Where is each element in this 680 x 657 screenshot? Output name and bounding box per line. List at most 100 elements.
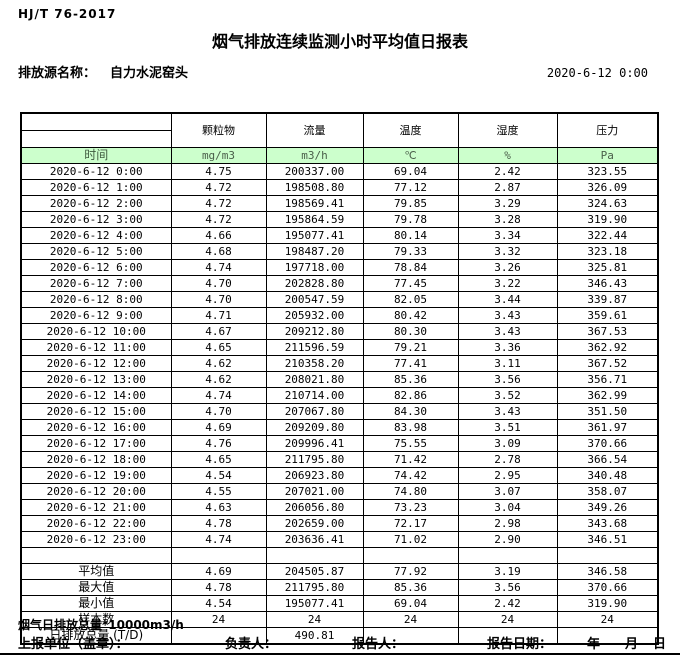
value-cell: 3.29	[457, 195, 558, 212]
value-cell: 197718.00	[265, 259, 364, 276]
value-cell: 4.71	[170, 307, 267, 324]
value-cell: 77.92	[362, 563, 459, 580]
bottom-rule	[0, 653, 680, 655]
value-cell: 210358.20	[265, 355, 364, 372]
value-cell: 24	[170, 611, 267, 628]
value-cell: 24	[457, 611, 558, 628]
summary-row: 平均值 4.69 204505.87 77.92 3.19 346.58	[20, 563, 659, 580]
table-row: 2020-6-12 23:00 4.74 203636.41 71.02 2.90 346…	[20, 531, 659, 548]
value-cell: 4.65	[170, 339, 267, 356]
value-cell: 78.84	[362, 259, 459, 276]
hourly-report-table: 颗粒物 流量 温度 湿度 压力 时间 mg/m3 m3/h ℃ % Pa 202…	[20, 112, 659, 645]
value-cell: 4.74	[170, 531, 267, 548]
table-row: 2020-6-12 13:00 4.62 208021.80 85.36 3.56 356…	[20, 371, 659, 388]
header-row-units: 时间 mg/m3 m3/h ℃ % Pa	[20, 147, 659, 164]
row-label-cell: 2020-6-12 17:00	[20, 435, 172, 452]
row-label-cell: 2020-6-12 23:00	[20, 531, 172, 548]
value-cell: 323.55	[556, 163, 659, 180]
value-cell: 84.30	[362, 403, 459, 420]
table-row: 2020-6-12 22:00 4.78 202659.00 72.17 2.98 343…	[20, 515, 659, 532]
value-cell: 210714.00	[265, 387, 364, 404]
value-cell: 4.65	[170, 451, 267, 468]
value-cell: 366.54	[556, 451, 659, 468]
value-cell: 2.78	[457, 451, 558, 468]
unit-flow: m3/h	[265, 147, 364, 164]
value-cell: 3.44	[457, 291, 558, 308]
row-label-cell: 2020-6-12 22:00	[20, 515, 172, 532]
summary-row: 最大值 4.78 211795.80 85.36 3.56 370.66	[20, 579, 659, 596]
value-cell: 204505.87	[265, 563, 364, 580]
value-cell: 211795.80	[265, 451, 364, 468]
value-cell: 4.63	[170, 499, 267, 516]
table-row: 2020-6-12 1:00 4.72 198508.80 77.12 2.87 326.…	[20, 179, 659, 196]
row-label-cell: 2020-6-12 18:00	[20, 451, 172, 468]
value-cell: 80.30	[362, 323, 459, 340]
value-cell: 2.90	[457, 531, 558, 548]
value-cell: 4.69	[170, 563, 267, 580]
value-cell: 203636.41	[265, 531, 364, 548]
table-row: 2020-6-12 10:00 4.67 209212.80 80.30 3.43 367…	[20, 323, 659, 340]
row-label-cell: 样本数	[20, 611, 172, 628]
table-row: 2020-6-12 7:00 4.70 202828.80 77.45 3.22 346.…	[20, 275, 659, 292]
row-label-cell: 2020-6-12 19:00	[20, 467, 172, 484]
value-cell: 4.70	[170, 291, 267, 308]
table-row: 2020-6-12 6:00 4.74 197718.00 78.84 3.26 325.…	[20, 259, 659, 276]
value-cell: 195077.41	[265, 227, 364, 244]
value-cell	[556, 547, 659, 564]
value-cell: 362.99	[556, 387, 659, 404]
row-label-cell: 2020-6-12 5:00	[20, 243, 172, 260]
source-label: 排放源名称：	[18, 66, 97, 81]
value-cell: 349.26	[556, 499, 659, 516]
value-cell: 370.66	[556, 435, 659, 452]
row-label-cell: 2020-6-12 20:00	[20, 483, 172, 500]
source-name: 自力水泥窑头	[110, 66, 189, 81]
value-cell: 206923.80	[265, 467, 364, 484]
responsible-label: 负责人：	[225, 637, 278, 652]
value-cell: 343.68	[556, 515, 659, 532]
row-label-cell: 2020-6-12 12:00	[20, 355, 172, 372]
value-cell: 24	[556, 611, 659, 628]
value-cell: 4.70	[170, 403, 267, 420]
value-cell: 358.07	[556, 483, 659, 500]
value-cell: 361.97	[556, 419, 659, 436]
value-cell: 4.68	[170, 243, 267, 260]
reporter-label: 报告人：	[352, 637, 405, 652]
row-label-cell: 日排放总量 (T/D)	[20, 627, 172, 645]
value-cell: 359.61	[556, 307, 659, 324]
value-cell: 205932.00	[265, 307, 364, 324]
value-cell: 79.21	[362, 339, 459, 356]
value-cell: 4.69	[170, 419, 267, 436]
value-cell: 69.04	[362, 595, 459, 612]
value-cell: 3.11	[457, 355, 558, 372]
row-label-cell: 2020-6-12 0:00	[20, 163, 172, 180]
value-cell: 77.45	[362, 275, 459, 292]
value-cell: 4.62	[170, 371, 267, 388]
value-cell: 367.52	[556, 355, 659, 372]
value-cell: 340.48	[556, 467, 659, 484]
value-cell: 77.12	[362, 179, 459, 196]
table-row: 2020-6-12 17:00 4.76 209996.41 75.55 3.09 370…	[20, 435, 659, 452]
value-cell: 4.67	[170, 323, 267, 340]
value-cell: 356.71	[556, 371, 659, 388]
value-cell: 490.81	[265, 627, 364, 645]
row-label-cell: 最大值	[20, 579, 172, 596]
value-cell: 72.17	[362, 515, 459, 532]
value-cell: 75.55	[362, 435, 459, 452]
time-header: 时间	[20, 147, 172, 164]
value-cell: 4.74	[170, 387, 267, 404]
value-cell: 3.22	[457, 275, 558, 292]
value-cell: 319.90	[556, 211, 659, 228]
table-row: 2020-6-12 18:00 4.65 211795.80 71.42 2.78 366…	[20, 451, 659, 468]
value-cell: 2.42	[457, 595, 558, 612]
value-cell: 4.76	[170, 435, 267, 452]
summary-row: 最小值 4.54 195077.41 69.04 2.42 319.90	[20, 595, 659, 612]
unit-particulate: mg/m3	[170, 147, 267, 164]
time-header-spacer-bottom	[20, 130, 172, 148]
value-cell: 200547.59	[265, 291, 364, 308]
value-cell: 209209.80	[265, 419, 364, 436]
value-cell: 346.58	[556, 563, 659, 580]
value-cell: 4.62	[170, 355, 267, 372]
value-cell: 211795.80	[265, 579, 364, 596]
table-row: 2020-6-12 21:00 4.63 206056.80 73.23 3.04 349…	[20, 499, 659, 516]
col-header-temperature: 温度	[362, 112, 459, 148]
